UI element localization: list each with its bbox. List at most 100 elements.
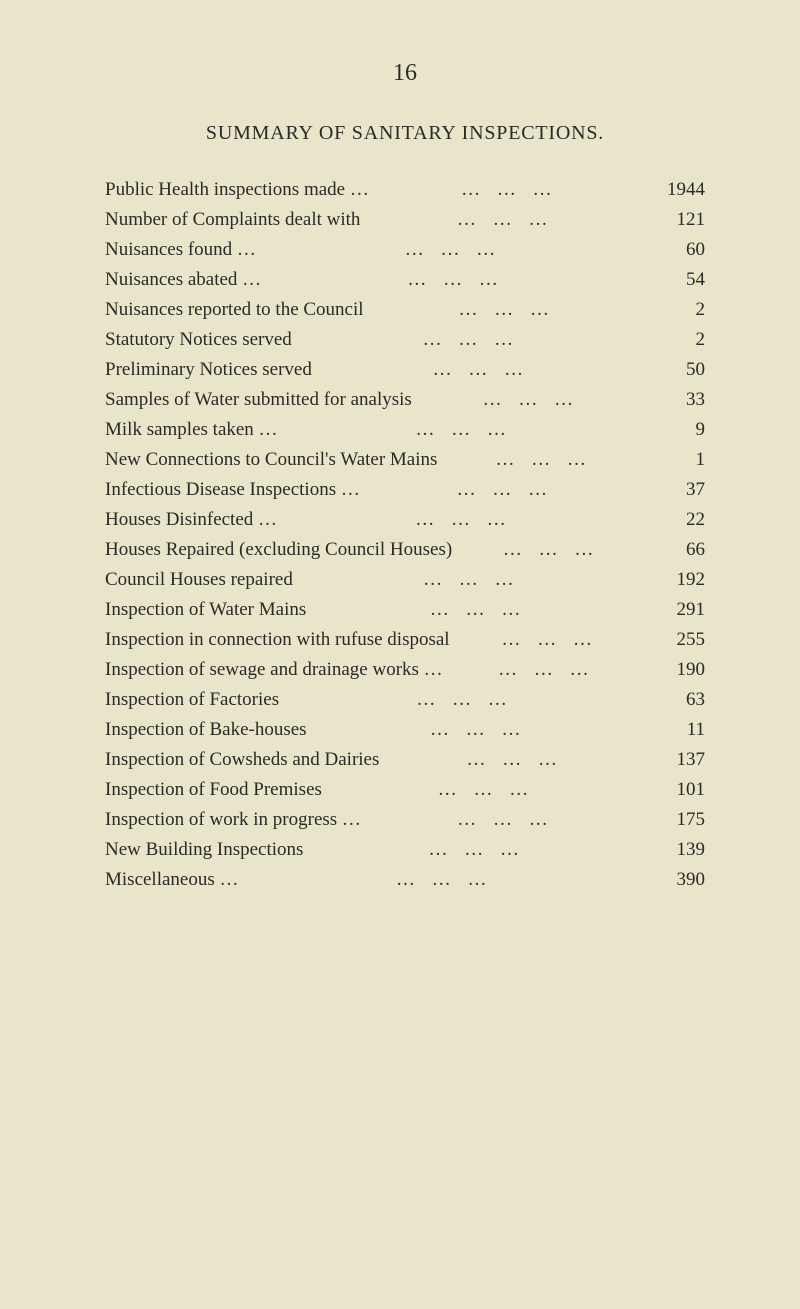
- dot-leader: … … …: [452, 535, 650, 565]
- item-value: 192: [650, 565, 705, 595]
- dot-leader: … … …: [307, 715, 650, 745]
- list-item: Houses Disinfected …… … …22: [105, 505, 705, 535]
- item-value: 37: [650, 475, 705, 505]
- list-item: Number of Complaints dealt with… … …121: [105, 205, 705, 235]
- dot-leader: … … …: [292, 325, 650, 355]
- item-label: Houses Repaired (excluding Council House…: [105, 535, 452, 565]
- list-item: Houses Repaired (excluding Council House…: [105, 535, 705, 565]
- item-value: 175: [650, 805, 705, 835]
- dot-leader: … … …: [322, 775, 650, 805]
- item-label: Houses Disinfected …: [105, 505, 277, 535]
- item-value: 139: [650, 835, 705, 865]
- item-label: Milk samples taken …: [105, 415, 278, 445]
- dot-leader: … … …: [312, 355, 650, 385]
- list-item: Infectious Disease Inspections …… … …37: [105, 475, 705, 505]
- list-item: Inspection of Water Mains… … …291: [105, 595, 705, 625]
- list-item: Inspection of sewage and drainage works …: [105, 655, 705, 685]
- item-label: Inspection of Food Premises: [105, 775, 322, 805]
- list-item: Inspection of Cowsheds and Dairies… … …1…: [105, 745, 705, 775]
- dot-leader: … … …: [278, 415, 650, 445]
- item-label: Inspection of Water Mains: [105, 595, 306, 625]
- dot-leader: … … …: [443, 655, 650, 685]
- item-label: Inspection in connection with rufuse dis…: [105, 625, 450, 655]
- list-item: Statutory Notices served… … …2: [105, 325, 705, 355]
- item-value: 101: [650, 775, 705, 805]
- item-label: Inspection of Bake-houses: [105, 715, 307, 745]
- item-value: 2: [650, 295, 705, 325]
- item-label: Public Health inspections made …: [105, 175, 369, 205]
- dot-leader: … … …: [261, 265, 650, 295]
- item-label: Inspection of Cowsheds and Dairies: [105, 745, 379, 775]
- item-label: Infectious Disease Inspections …: [105, 475, 360, 505]
- item-label: Samples of Water submitted for analysis: [105, 385, 412, 415]
- item-value: 2: [650, 325, 705, 355]
- item-value: 190: [650, 655, 705, 685]
- item-value: 54: [650, 265, 705, 295]
- dot-leader: … … …: [360, 475, 650, 505]
- document-page: 16 SUMMARY OF SANITARY INSPECTIONS. Publ…: [0, 0, 800, 955]
- inspection-list: Public Health inspections made …… … …194…: [105, 175, 705, 895]
- dot-leader: … … …: [360, 205, 650, 235]
- dot-leader: … … …: [437, 445, 650, 475]
- dot-leader: … … …: [293, 565, 650, 595]
- item-label: New Connections to Council's Water Mains: [105, 445, 437, 475]
- item-label: Miscellaneous …: [105, 865, 239, 895]
- list-item: Samples of Water submitted for analysis……: [105, 385, 705, 415]
- page-number: 16: [105, 60, 705, 87]
- item-value: 1944: [650, 175, 705, 205]
- list-item: Nuisances reported to the Council… … …2: [105, 295, 705, 325]
- item-value: 1: [650, 445, 705, 475]
- item-label: Inspection of sewage and drainage works …: [105, 655, 443, 685]
- item-value: 9: [650, 415, 705, 445]
- dot-leader: … … …: [450, 625, 650, 655]
- dot-leader: … … …: [239, 865, 650, 895]
- dot-leader: … … …: [256, 235, 650, 265]
- item-value: 390: [650, 865, 705, 895]
- item-value: 60: [650, 235, 705, 265]
- dot-leader: … … …: [379, 745, 650, 775]
- list-item: Inspection of Food Premises… … …101: [105, 775, 705, 805]
- item-label: Inspection of Factories: [105, 685, 279, 715]
- list-item: Preliminary Notices served… … …50: [105, 355, 705, 385]
- dot-leader: … … …: [369, 175, 650, 205]
- item-label: Council Houses repaired: [105, 565, 293, 595]
- list-item: New Connections to Council's Water Mains…: [105, 445, 705, 475]
- item-value: 11: [650, 715, 705, 745]
- list-item: Nuisances found …… … …60: [105, 235, 705, 265]
- item-label: Number of Complaints dealt with: [105, 205, 360, 235]
- item-value: 33: [650, 385, 705, 415]
- item-label: Preliminary Notices served: [105, 355, 312, 385]
- item-label: Nuisances reported to the Council: [105, 295, 364, 325]
- item-label: Inspection of work in progress …: [105, 805, 361, 835]
- page-title: SUMMARY OF SANITARY INSPECTIONS.: [105, 122, 705, 145]
- item-value: 66: [650, 535, 705, 565]
- item-label: Statutory Notices served: [105, 325, 292, 355]
- item-value: 50: [650, 355, 705, 385]
- item-label: New Building Inspections: [105, 835, 303, 865]
- list-item: Inspection of work in progress …… … …175: [105, 805, 705, 835]
- list-item: Nuisances abated …… … …54: [105, 265, 705, 295]
- item-value: 137: [650, 745, 705, 775]
- item-value: 22: [650, 505, 705, 535]
- dot-leader: … … …: [279, 685, 650, 715]
- list-item: Public Health inspections made …… … …194…: [105, 175, 705, 205]
- list-item: New Building Inspections… … …139: [105, 835, 705, 865]
- dot-leader: … … …: [364, 295, 650, 325]
- list-item: Inspection of Bake-houses… … …11: [105, 715, 705, 745]
- item-value: 121: [650, 205, 705, 235]
- dot-leader: … … …: [361, 805, 650, 835]
- item-label: Nuisances found …: [105, 235, 256, 265]
- list-item: Council Houses repaired… … …192: [105, 565, 705, 595]
- dot-leader: … … …: [277, 505, 650, 535]
- item-value: 63: [650, 685, 705, 715]
- list-item: Inspection of Factories… … …63: [105, 685, 705, 715]
- item-label: Nuisances abated …: [105, 265, 261, 295]
- dot-leader: … … …: [303, 835, 650, 865]
- item-value: 291: [650, 595, 705, 625]
- list-item: Miscellaneous …… … …390: [105, 865, 705, 895]
- item-value: 255: [650, 625, 705, 655]
- dot-leader: … … …: [306, 595, 650, 625]
- list-item: Milk samples taken …… … …9: [105, 415, 705, 445]
- list-item: Inspection in connection with rufuse dis…: [105, 625, 705, 655]
- dot-leader: … … …: [412, 385, 650, 415]
